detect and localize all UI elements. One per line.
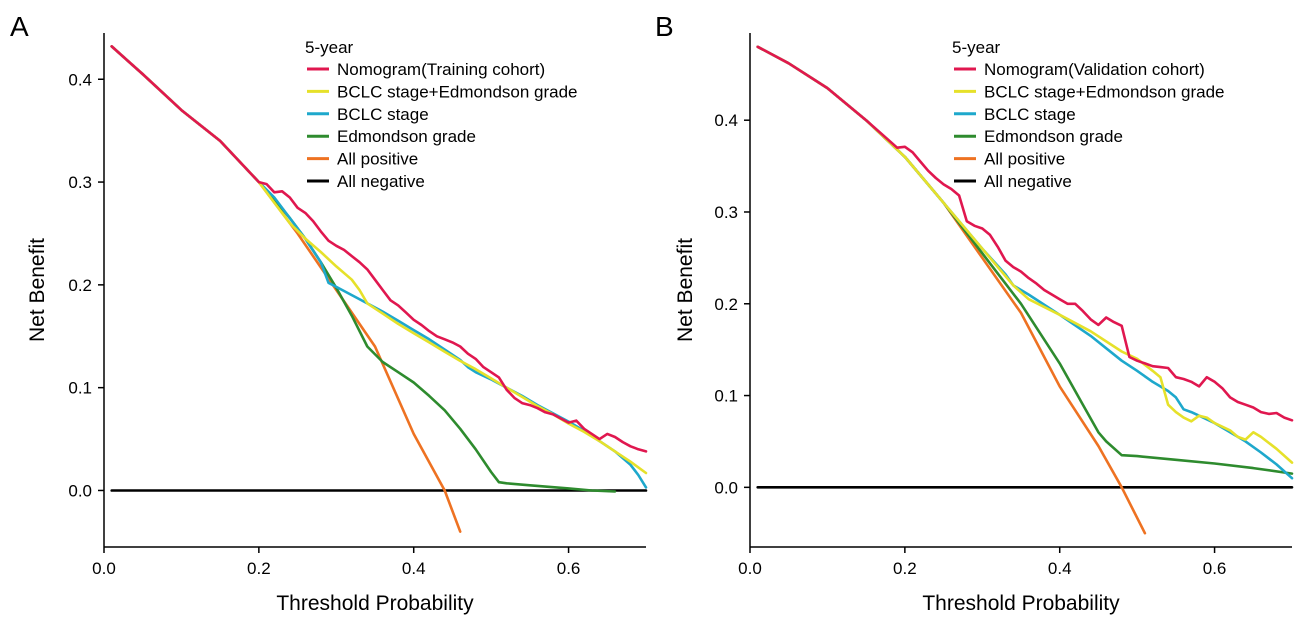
chart-panel-b: B 0.0 0.2 0.4 0.6 0.0 0.1 0.2 0.3 0.4 Threshold Pr… — [655, 11, 1294, 615]
x-tick-label: 0.0 — [92, 559, 116, 578]
legend-item: Edmondson grade — [307, 127, 476, 146]
legend-title: 5-year — [952, 38, 1001, 57]
x-tick-label: 0.6 — [557, 559, 581, 578]
x-axis-title: Threshold Probability — [922, 592, 1120, 615]
legend-label: All positive — [984, 150, 1065, 169]
legend-item: All positive — [307, 150, 418, 169]
legend: 5-year Nomogram(Training cohort) BCLC stag… — [305, 38, 578, 191]
legend-label: Edmondson grade — [984, 127, 1123, 146]
y-tick-label: 0.2 — [714, 295, 738, 314]
x-tick-label: 0.0 — [738, 559, 762, 578]
series-line-nomogram-validation-cohort — [756, 45, 1294, 422]
x-axis-title: Threshold Probability — [276, 592, 474, 615]
panel-label: A — [10, 11, 29, 42]
x-tick-label: 0.4 — [1048, 559, 1072, 578]
series-line-bclc-stage-edmondson-grade — [756, 45, 1294, 464]
chart-panel-a: A 0.0 0.2 0.4 0.6 0.0 0.1 0.2 0.3 0.4 Threshold Pr… — [10, 11, 648, 615]
legend-item: All negative — [307, 172, 425, 191]
y-tick-label: 0.3 — [68, 173, 92, 192]
y-tick-label: 0.1 — [68, 379, 92, 398]
y-tick-label: 0.0 — [68, 481, 92, 500]
y-tick-label: 0.3 — [714, 203, 738, 222]
x-tick-label: 0.2 — [893, 559, 917, 578]
legend-label: Nomogram(Validation cohort) — [984, 60, 1205, 79]
legend-item: Nomogram(Validation cohort) — [954, 60, 1205, 79]
legend-title: 5-year — [305, 38, 354, 57]
legend-label: All negative — [337, 172, 425, 191]
legend-label: BCLC stage — [337, 105, 429, 124]
x-tick-label: 0.2 — [247, 559, 271, 578]
legend-item: All negative — [954, 172, 1072, 191]
legend-label: BCLC stage+Edmondson grade — [984, 82, 1225, 101]
legend-item: Nomogram(Training cohort) — [307, 60, 545, 79]
y-axis-title: Net Benefit — [26, 238, 49, 342]
legend-item: BCLC stage+Edmondson grade — [307, 82, 578, 101]
legend-label: BCLC stage — [984, 105, 1076, 124]
y-tick-label: 0.0 — [714, 478, 738, 497]
x-tick-label: 0.4 — [402, 559, 426, 578]
y-tick-label: 0.1 — [714, 387, 738, 406]
legend-label: Nomogram(Training cohort) — [337, 60, 545, 79]
y-tick-label: 0.4 — [714, 111, 738, 130]
y-tick-label: 0.2 — [68, 276, 92, 295]
legend-label: BCLC stage+Edmondson grade — [337, 82, 578, 101]
panel-label: B — [655, 11, 674, 42]
legend-label: All negative — [984, 172, 1072, 191]
legend-item: BCLC stage — [954, 105, 1076, 124]
x-tick-label: 0.6 — [1203, 559, 1227, 578]
legend: 5-year Nomogram(Validation cohort) BCLC st… — [952, 38, 1225, 191]
legend-item: All positive — [954, 150, 1065, 169]
y-tick-label: 0.4 — [68, 70, 92, 89]
series-line-nomogram-training-cohort — [110, 45, 648, 453]
legend-item: BCLC stage — [307, 105, 429, 124]
legend-label: All positive — [337, 150, 418, 169]
legend-item: BCLC stage+Edmondson grade — [954, 82, 1225, 101]
y-axis-title: Net Benefit — [674, 238, 697, 342]
legend-item: Edmondson grade — [954, 127, 1123, 146]
legend-label: Edmondson grade — [337, 127, 476, 146]
series-line-all-positive — [756, 45, 1147, 535]
